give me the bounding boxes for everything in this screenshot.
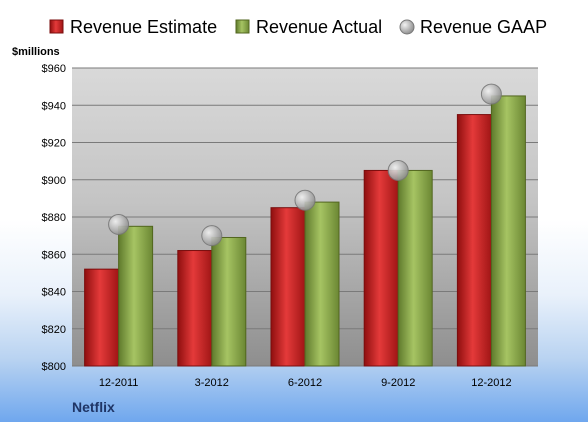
x-tick-label: 3-2012: [195, 377, 229, 389]
company-label: Netflix: [72, 399, 115, 415]
bar-revenue-estimate: [84, 268, 120, 367]
bar-revenue-actual: [397, 169, 433, 367]
y-tick-label: $920: [42, 138, 66, 150]
y-tick-label: $880: [42, 212, 66, 224]
bar-revenue-estimate: [270, 207, 306, 367]
legend-label: Revenue GAAP: [420, 17, 547, 37]
y-tick-label: $940: [42, 100, 66, 112]
y-tick-label: $840: [42, 287, 66, 299]
x-axis-labels: 12-2011 3-2012 6-2012 9-2012 12-2012: [99, 377, 512, 389]
y-tick-label: $820: [42, 324, 66, 336]
y-tick-label: $960: [42, 63, 66, 75]
legend-swatch: [49, 19, 64, 34]
bar-revenue-actual: [118, 225, 154, 367]
y-axis-labels: $800 $820 $840 $860 $880 $900 $920 $940 $960: [42, 63, 66, 373]
gaap-marker: [108, 213, 130, 235]
bar-revenue-estimate: [177, 250, 213, 367]
x-tick-label: 12-2011: [99, 377, 139, 389]
bar-revenue-estimate: [363, 169, 399, 367]
gaap-markers: [108, 83, 502, 247]
legend-swatch: [235, 19, 250, 34]
x-tick-label: 6-2012: [288, 377, 322, 389]
legend-label: Revenue Estimate: [70, 17, 217, 37]
legend-label: Revenue Actual: [256, 17, 382, 37]
y-tick-label: $900: [42, 175, 66, 187]
legend-swatch: [399, 19, 415, 35]
units-label: $millions: [12, 46, 60, 58]
gaap-marker: [201, 225, 223, 247]
gaap-marker: [294, 189, 316, 211]
y-tick-label: $800: [42, 361, 66, 373]
bar-revenue-actual: [211, 236, 247, 367]
bar-revenue-estimate: [456, 114, 492, 367]
bar-revenue-actual: [304, 201, 340, 367]
x-tick-label: 9-2012: [381, 377, 415, 389]
gaap-marker: [387, 159, 409, 181]
gaap-marker: [480, 83, 502, 105]
x-tick-label: 12-2012: [471, 377, 511, 389]
legend: Revenue Estimate Revenue Actual Revenue GA…: [49, 17, 547, 37]
y-tick-label: $860: [42, 249, 66, 261]
bar-revenue-actual: [490, 95, 526, 367]
bars: [84, 95, 526, 367]
